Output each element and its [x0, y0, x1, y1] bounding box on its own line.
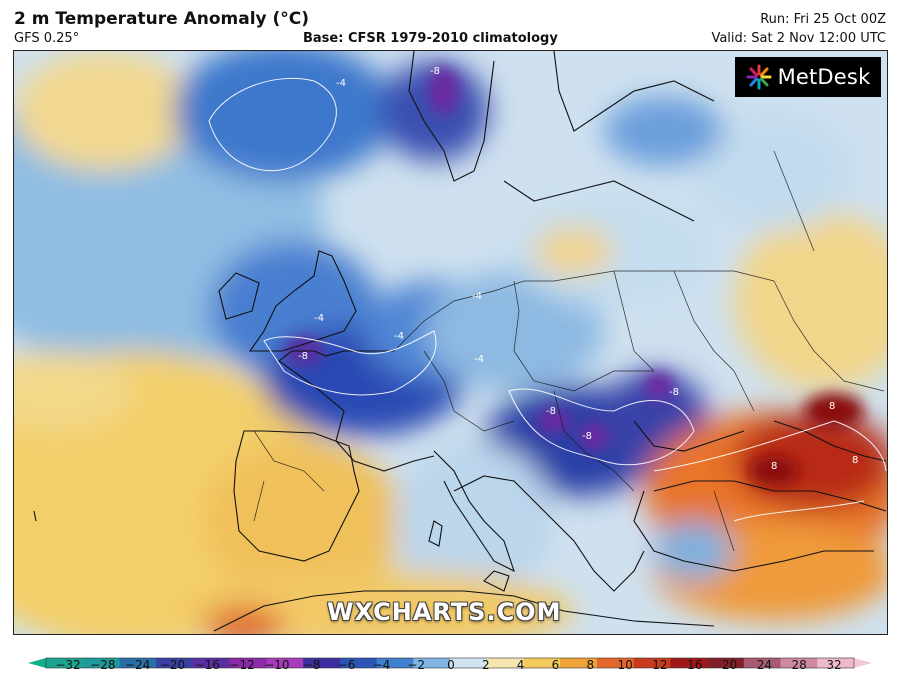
colorbar-segment	[707, 658, 745, 668]
colorbar-segment	[46, 658, 84, 668]
colorbar-tick-label: 8	[586, 658, 595, 672]
contour-label: -8	[582, 431, 592, 442]
coastlines	[33, 51, 887, 632]
colorbar-segment	[192, 658, 231, 668]
colorbar	[28, 657, 872, 669]
contour-label: -8	[669, 387, 679, 398]
colorbar-tick-label: 12	[652, 658, 668, 672]
logo-text: MetDesk	[777, 65, 871, 89]
colorbar-segment	[119, 658, 157, 668]
colorbar-tick-label: −28	[90, 658, 116, 672]
colorbar-tick-label: −32	[55, 658, 81, 672]
colorbar-segment	[303, 658, 341, 668]
contour-label: -4	[474, 354, 484, 365]
colorbar-segment	[780, 658, 818, 668]
colorbar-segment	[450, 658, 488, 668]
contour-label: -8	[546, 406, 556, 417]
contour-label: -4	[336, 78, 346, 89]
valid-time: Valid: Sat 2 Nov 12:00 UTC	[711, 31, 886, 46]
contour-label: 8	[771, 461, 778, 472]
climatology-base: Base: CFSR 1979-2010 climatology	[303, 31, 558, 46]
colorbar-segment	[156, 658, 194, 668]
colorbar-segment	[523, 658, 561, 668]
colorbar-segment	[817, 658, 855, 668]
colorbar-tick-label: 32	[826, 658, 842, 672]
colorbar-tick-label: −4	[372, 658, 391, 672]
colorbar-segment	[560, 658, 598, 668]
contour-label: 8	[829, 401, 836, 412]
colorbar-max-arrow	[854, 658, 872, 668]
colorbar-tick-label: 0	[447, 658, 455, 672]
colorbar-tick-label: −16	[194, 658, 220, 672]
colorbar-segment	[670, 658, 708, 668]
contour-label: -4	[394, 331, 404, 342]
colorbar-tick-label: 24	[756, 658, 772, 672]
colorbar-segment	[229, 658, 267, 668]
contour-label: -4	[472, 291, 482, 302]
colorbar-tick-label: −10	[264, 658, 290, 672]
colorbar-segment	[339, 658, 378, 668]
colorbar-tick-label: −6	[337, 658, 356, 672]
colorbar-tick-label: −12	[229, 658, 255, 672]
watermark: WXCHARTS.COM	[327, 598, 562, 626]
contour-label: -4	[314, 313, 324, 324]
chart-title: 2 m Temperature Anomaly (°C)	[14, 9, 310, 29]
colorbar-tick-label: −20	[159, 658, 186, 672]
anomaly-field	[14, 51, 887, 634]
colorbar-segment	[596, 658, 635, 668]
starburst-icon	[746, 64, 772, 90]
contour-label: -8	[298, 351, 308, 362]
run-time: Run: Fri 25 Oct 00Z	[760, 12, 886, 27]
country-borders	[253, 150, 885, 552]
colorbar-tick-label: −24	[124, 658, 151, 672]
colorbar-tick-label: −8	[302, 658, 321, 672]
colorbar-tick-label: 6	[551, 658, 560, 672]
metdesk-logo: MetDesk	[735, 57, 881, 97]
colorbar-segment	[413, 658, 451, 668]
colorbar-tick-label: 28	[791, 658, 807, 672]
colorbar-segment	[486, 658, 524, 668]
colorbar-tick-label: 4	[516, 658, 525, 672]
colorbar-frame	[45, 657, 855, 669]
colorbar-segment	[82, 658, 120, 668]
contour-lines	[208, 77, 887, 522]
colorbar-tick-label: −2	[407, 658, 426, 672]
colorbar-segment	[266, 658, 304, 668]
colorbar-segment	[743, 658, 782, 668]
contour-label: 8	[852, 455, 859, 466]
anomaly-map: -4 -8 -4 -4 -8 -4 -8 -8 -8 -4 8 8 8	[13, 50, 888, 635]
colorbar-tick-label: 10	[617, 658, 633, 672]
colorbar-min-arrow	[28, 658, 46, 668]
colorbar-segment	[633, 658, 671, 668]
model-label: GFS 0.25°	[14, 31, 80, 46]
colorbar-segment	[376, 658, 414, 668]
contour-label: -8	[430, 66, 440, 77]
colorbar-tick-label: 2	[481, 658, 490, 672]
colorbar-tick-label: 16	[687, 658, 703, 672]
colorbar-tick-label: 20	[721, 658, 738, 672]
map-canvas	[14, 51, 887, 634]
